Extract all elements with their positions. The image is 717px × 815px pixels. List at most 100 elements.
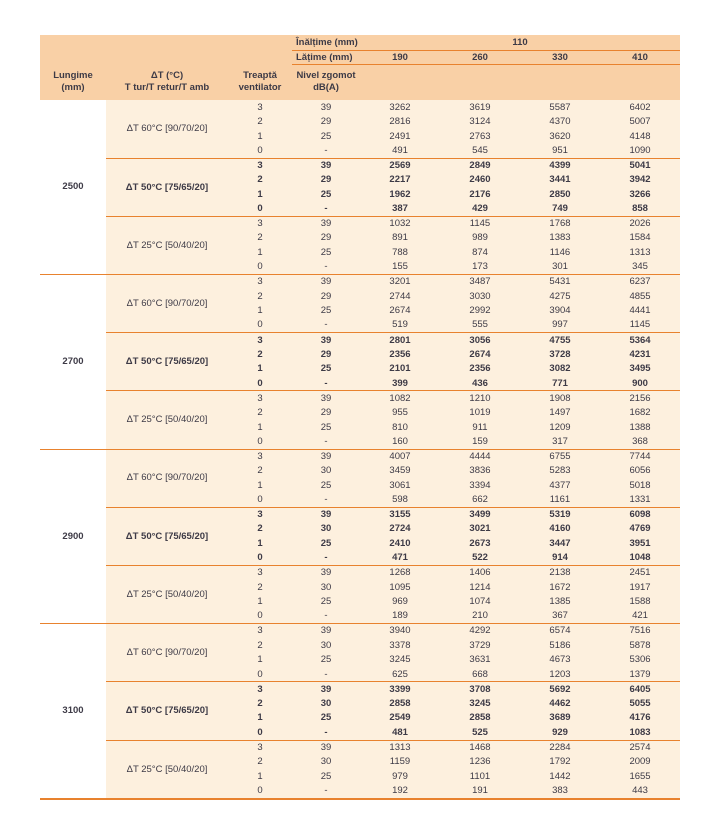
cell-output-410: 5041 (600, 157, 681, 173)
cell-output-260: 3487 (440, 274, 520, 290)
cell-output-190: 969 (360, 594, 440, 610)
cell-output-190: 788 (360, 245, 440, 261)
table-row: 1 25 979 1101 1442 1655 (40, 769, 681, 784)
cell-output-260: 3056 (440, 332, 520, 348)
cell-output-190: 3061 (360, 478, 440, 493)
cell-output-410: 1048 (600, 550, 681, 566)
cell-output-190: 519 (360, 318, 440, 333)
cell-output-410: 4148 (600, 129, 681, 144)
cell-output-190: 3262 (360, 100, 440, 115)
cell-output-190: 3155 (360, 506, 440, 522)
table-row: 2500 ΔT 60°C [90/70/20] 3 39 3262 3619 5587 640… (40, 100, 681, 275)
cell-output-190: 3378 (360, 638, 440, 653)
cell-lungime-value: 3100 (40, 623, 106, 799)
cell-output-410: 858 (600, 201, 681, 217)
cell-delta-t-label: ΔT 25°C [50/40/20] (106, 739, 228, 799)
latime-label: Lățime (mm) (292, 50, 360, 65)
cell-output-330: 3728 (520, 347, 600, 362)
cell-nivel-zgomot: 30 (292, 638, 360, 653)
table-row: 0-160 159 317 368 (40, 434, 681, 450)
table-row: 1 25 1962 2176 2850 3266 (40, 187, 681, 202)
cell-output-330: 929 (520, 725, 600, 741)
cell-treapta-ventilator: 2 (228, 754, 292, 770)
cell-output-410: 2574 (600, 739, 681, 755)
cell-output-330: 4462 (520, 696, 600, 711)
table-row: 2 29 2356 2674 3728 4231 (40, 347, 681, 362)
radiator-heat-output-table: Înălțime (mm) 110 Lățime (mm) 190 260 33… (40, 35, 681, 799)
cell-output-410: 7516 (600, 623, 681, 639)
cell-treapta-ventilator: 1 (228, 536, 292, 551)
cell-output-330: 3082 (520, 361, 600, 377)
cell-nivel-zgomot: 39 (292, 623, 360, 639)
header-blank (360, 64, 681, 100)
cell-output-260: 2673 (440, 536, 520, 551)
cell-treapta-ventilator: 1 (228, 710, 292, 726)
cell-output-410: 2009 (600, 754, 681, 770)
cell-delta-t-label: ΔT 25°C [50/40/20] (106, 564, 228, 624)
table-row: ΔT 50°C [75/65/20] 3 39 2569 2849 4399 5041 (40, 157, 681, 217)
cell-delta-t-label: ΔT 50°C [75/65/20] (106, 681, 228, 741)
cell-nivel-zgomot: 39 (292, 681, 360, 697)
cell-treapta-ventilator: 3 (228, 157, 292, 173)
cell-output-330: 4399 (520, 157, 600, 173)
cell-output-330: 1497 (520, 405, 600, 421)
cell-nivel-zgomot: 39 (292, 100, 360, 115)
cell-treapta-ventilator: 0 (228, 201, 292, 217)
cell-output-330: 4755 (520, 332, 600, 348)
cell-output-410: 2026 (600, 215, 681, 231)
cell-output-260: 191 (440, 783, 520, 799)
cell-output-190: 387 (360, 201, 440, 217)
table-body: 2500 ΔT 60°C [90/70/20] 3 39 3262 3619 5587 640… (40, 100, 681, 799)
cell-output-260: 662 (440, 492, 520, 508)
cell-output-330: 1908 (520, 390, 600, 406)
cell-output-330: 1385 (520, 594, 600, 610)
cell-output-330: 317 (520, 434, 600, 450)
cell-output-260: 1468 (440, 739, 520, 755)
cell-output-190: 160 (360, 434, 440, 450)
cell-delta-t-label: ΔT 60°C [90/70/20] (106, 100, 228, 159)
cell-output-330: 3689 (520, 710, 600, 726)
cell-output-330: 2850 (520, 187, 600, 202)
cell-output-330: 997 (520, 318, 600, 333)
table-row: ΔT 25°C [50/40/20] 3 39 1268 1406 2138 2451 (40, 564, 681, 624)
cell-output-260: 522 (440, 550, 520, 566)
cell-output-260: 3708 (440, 681, 520, 697)
cell-output-410: 3951 (600, 536, 681, 551)
cell-treapta-ventilator: 0 (228, 434, 292, 450)
cell-nivel-zgomot: 30 (292, 580, 360, 595)
cell-nivel-zgomot: - (292, 783, 360, 799)
table-row: 1 25 2101 2356 3082 3495 (40, 361, 681, 377)
cell-output-330: 3904 (520, 303, 600, 319)
cell-treapta-ventilator: 2 (228, 230, 292, 246)
cell-output-190: 1082 (360, 390, 440, 406)
cell-output-410: 900 (600, 376, 681, 391)
cell-output-260: 989 (440, 230, 520, 246)
cell-output-410: 1655 (600, 769, 681, 784)
cell-nivel-zgomot: 39 (292, 332, 360, 348)
cell-output-410: 1917 (600, 580, 681, 595)
cell-output-410: 1313 (600, 245, 681, 261)
table-header: Înălțime (mm) 110 Lățime (mm) 190 260 33… (40, 35, 681, 100)
cell-output-330: 3441 (520, 172, 600, 188)
table-row: 0-519 555 997 1145 (40, 318, 681, 333)
header-corner-blank (40, 35, 292, 50)
cell-delta-t-label: ΔT 50°C [75/65/20] (106, 506, 228, 566)
cell-treapta-ventilator: 1 (228, 129, 292, 144)
cell-treapta-ventilator: 2 (228, 463, 292, 479)
table-row: 0-481 525 929 1083 (40, 725, 681, 741)
cell-nivel-zgomot: 39 (292, 565, 360, 581)
cell-nivel-zgomot: 25 (292, 536, 360, 551)
cell-output-410: 5055 (600, 696, 681, 711)
cell-output-260: 1210 (440, 390, 520, 406)
cell-delta-t-label: ΔT 60°C [90/70/20] (106, 448, 228, 508)
cell-output-330: 2138 (520, 565, 600, 581)
cell-nivel-zgomot: - (292, 725, 360, 741)
table-row: 1 25 969 1074 1385 1588 (40, 594, 681, 610)
cell-output-410: 3266 (600, 187, 681, 202)
cell-output-260: 210 (440, 609, 520, 624)
cell-lungime-value: 2900 (40, 448, 106, 624)
cell-delta-t-label: ΔT 60°C [90/70/20] (106, 274, 228, 333)
cell-output-410: 1090 (600, 143, 681, 159)
cell-output-260: 874 (440, 245, 520, 261)
cell-output-330: 1203 (520, 667, 600, 682)
